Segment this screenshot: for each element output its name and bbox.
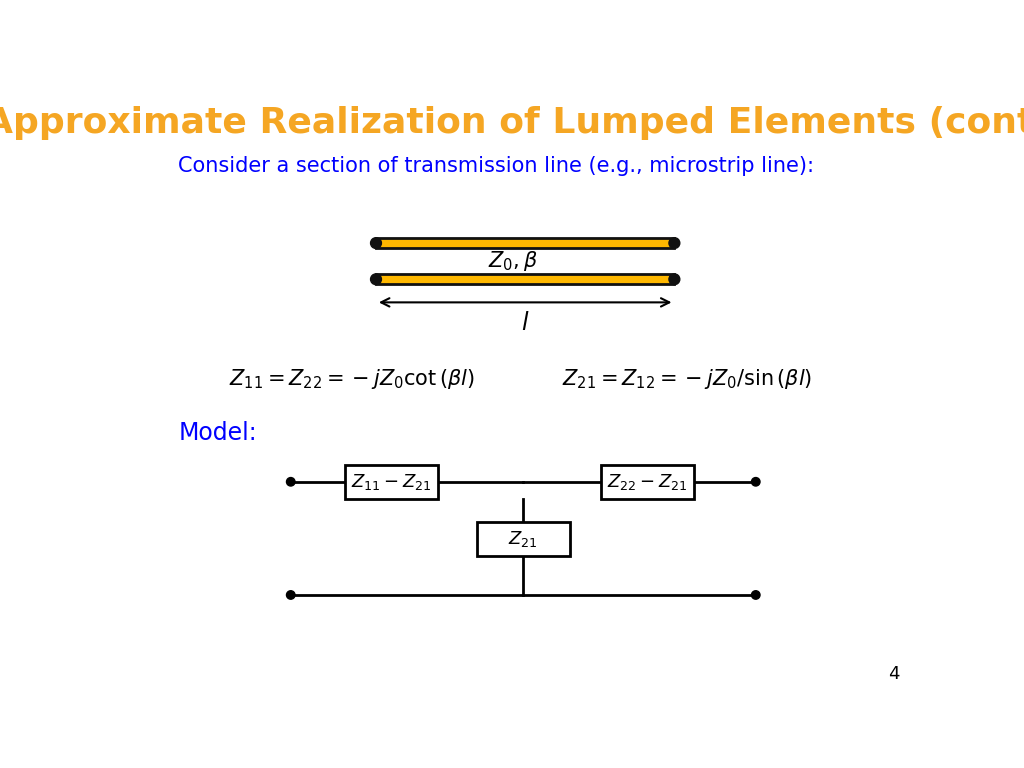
Circle shape <box>669 274 680 285</box>
Text: $Z_{21}$: $Z_{21}$ <box>509 528 538 549</box>
FancyBboxPatch shape <box>376 274 675 284</box>
Circle shape <box>669 237 680 249</box>
FancyBboxPatch shape <box>376 238 675 248</box>
Circle shape <box>287 591 295 599</box>
Text: 4: 4 <box>888 665 899 684</box>
Text: $Z_0, \beta$: $Z_0, \beta$ <box>488 249 539 273</box>
Text: Approximate Realization of Lumped Elements (cont.): Approximate Realization of Lumped Elemen… <box>0 106 1024 140</box>
Circle shape <box>752 478 760 486</box>
Circle shape <box>752 591 760 599</box>
Circle shape <box>371 274 381 285</box>
Text: $Z_{11} - Z_{21}$: $Z_{11} - Z_{21}$ <box>351 472 432 492</box>
FancyBboxPatch shape <box>601 465 693 498</box>
FancyBboxPatch shape <box>345 465 438 498</box>
Text: Model:: Model: <box>178 422 257 445</box>
Text: $Z_{11} = Z_{22} = -jZ_0 \cot\left(\beta l\right)$: $Z_{11} = Z_{22} = -jZ_0 \cot\left(\beta… <box>228 367 474 392</box>
Circle shape <box>371 237 381 249</box>
Text: $Z_{21} = Z_{12} = -jZ_0 / \sin\left(\beta l\right)$: $Z_{21} = Z_{12} = -jZ_0 / \sin\left(\be… <box>562 367 812 392</box>
Text: $l$: $l$ <box>520 312 529 335</box>
Circle shape <box>287 478 295 486</box>
Text: $Z_{22} - Z_{21}$: $Z_{22} - Z_{21}$ <box>607 472 687 492</box>
Text: Consider a section of transmission line (e.g., microstrip line):: Consider a section of transmission line … <box>178 156 814 176</box>
FancyBboxPatch shape <box>477 521 569 556</box>
